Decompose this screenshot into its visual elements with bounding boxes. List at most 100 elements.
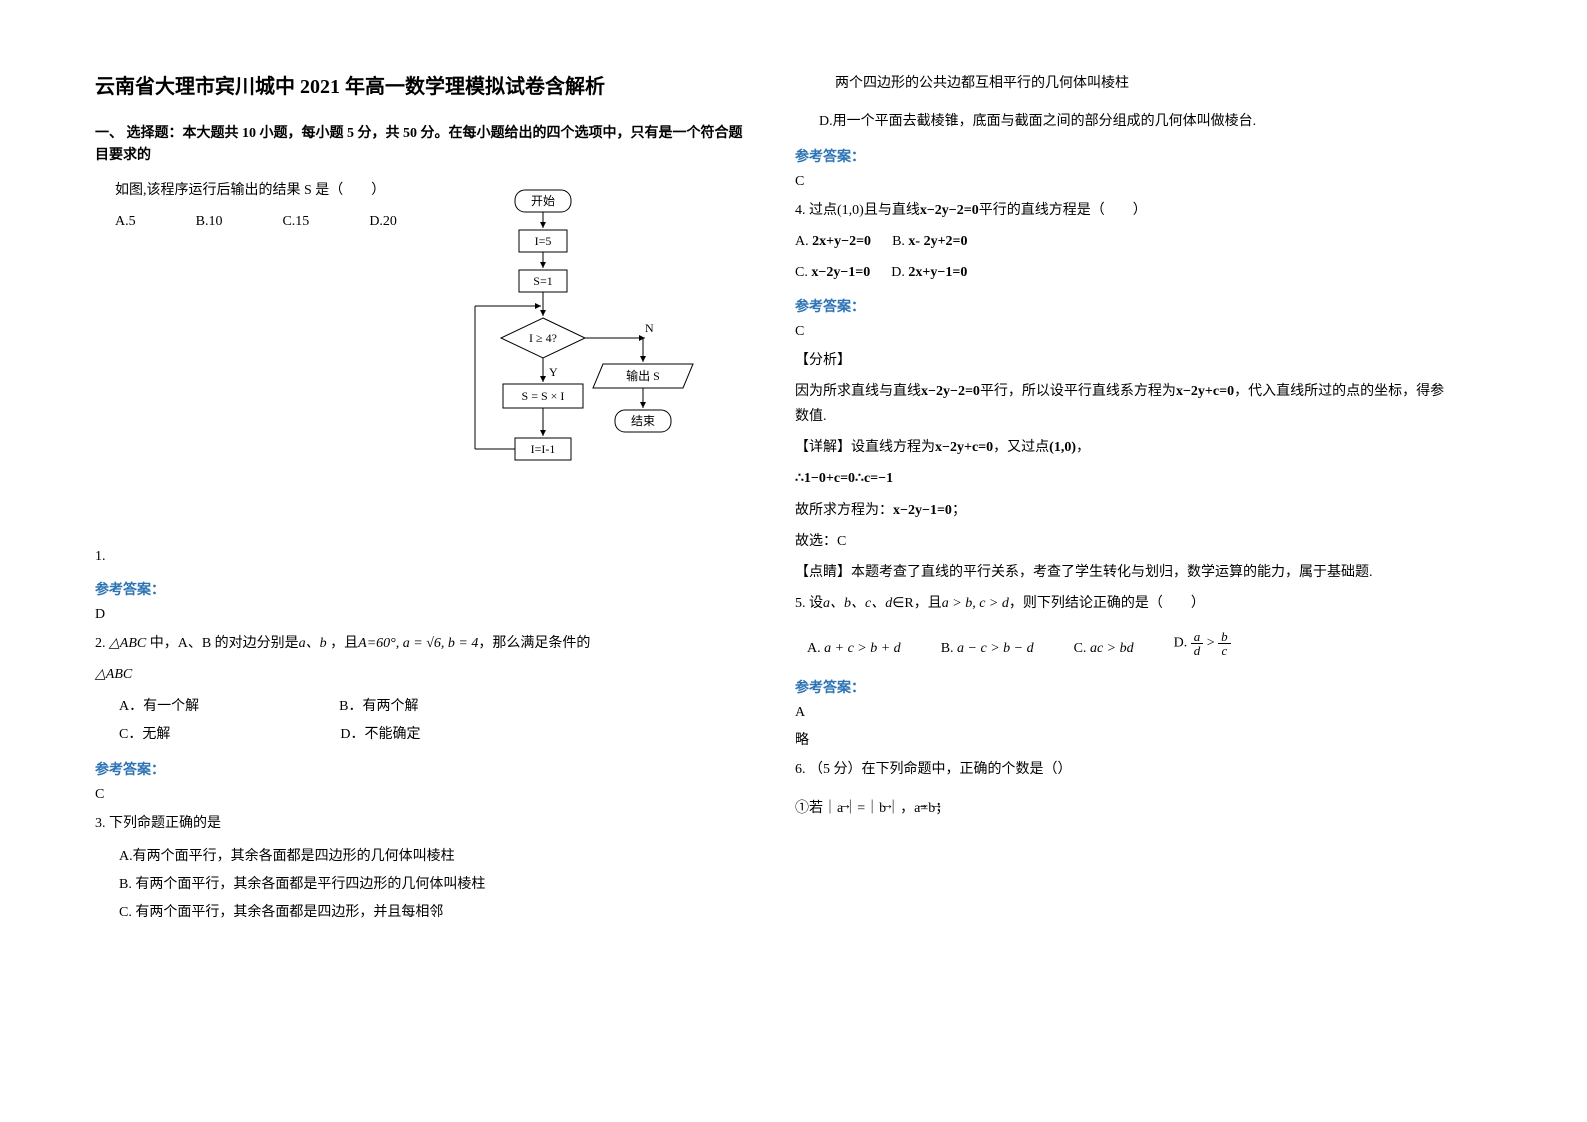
right-column: 两个四边形的公共边都互相平行的几何体叫棱柱 D.用一个平面去截棱锥，底面与截面之… xyxy=(795,70,1455,927)
q3-head: 3. 下列命题正确的是 xyxy=(95,811,755,836)
q3-d: D.用一个平面去截棱锥，底面与截面之间的部分组成的几何体叫做棱台. xyxy=(819,108,1455,136)
q4-d-eq: 2x+y−1=0 xyxy=(908,265,967,280)
q4-p4eq: x−2y−1=0 xyxy=(893,503,952,518)
q4-p4: 故所求方程为：x−2y−1=0； xyxy=(795,498,1455,523)
q4-b-eq: x- 2y+2=0 xyxy=(908,234,967,249)
flowchart: 开始 I=5 S=1 I ≥ 4? N xyxy=(445,186,725,536)
q5-answer: A xyxy=(795,705,1455,721)
flow-out: 输出 S xyxy=(626,368,660,383)
q4-p4b: ； xyxy=(952,503,966,518)
q1-answer-label: 参考答案： xyxy=(95,579,755,599)
q2-opts: A．有一个解 B．有两个解 C．无解 D．不能确定 xyxy=(119,693,755,749)
q2: 2. △ABC 中，A、B 的对边分别是a、b ，且A=60°, a = √6,… xyxy=(95,631,755,656)
q3-answer: C xyxy=(795,174,1455,190)
q5-hc: a > b, c > d xyxy=(942,596,1009,611)
q4-row2: C. x−2y−1=0 D. 2x+y−1=0 xyxy=(795,260,1455,285)
flow-i5: I=5 xyxy=(535,234,552,248)
q4-d-lbl: D. xyxy=(891,265,905,280)
q5-d-lbl: D. xyxy=(1174,636,1188,651)
q4-a-lbl: A. xyxy=(795,234,809,249)
q4-analysis-p1: 因为所求直线与直线x−2y−2=0平行，所以设平行直线系方程为x−2y+c=0，… xyxy=(795,379,1455,429)
q5-ha: 5. 设 xyxy=(795,596,823,611)
q3-a: A.有两个面平行，其余各面都是四边形的几何体叫棱柱 xyxy=(119,843,755,871)
q4-p2c: ， xyxy=(1076,440,1090,455)
q5-c: C. ac > bd xyxy=(1074,641,1134,657)
q4-p2a: 【详解】设直线方程为 xyxy=(795,440,935,455)
q5-answer-label: 参考答案： xyxy=(795,677,1455,697)
q2-opt-a: A．有一个解 xyxy=(119,693,199,721)
q2-answer-label: 参考答案： xyxy=(95,759,755,779)
q5-c-lbl: C. xyxy=(1074,641,1087,656)
q5-b-lbl: B. xyxy=(941,641,954,656)
q6-head: 6. （5 分）在下列命题中，正确的个数是（） xyxy=(795,757,1455,782)
q2-opt-c: C．无解 xyxy=(119,721,170,749)
q5-b-eq: a − c > b − d xyxy=(957,641,1034,656)
flow-start: 开始 xyxy=(531,194,555,208)
q1-opt-b: B.10 xyxy=(196,209,223,234)
flow-y: Y xyxy=(549,365,558,379)
q4-b-lbl: B. xyxy=(892,234,905,249)
q5-hv: a、b、c、d xyxy=(823,596,892,611)
left-column: 云南省大理市宾川城中 2021 年高一数学理模拟试卷含解析 一、 选择题：本大题… xyxy=(95,70,755,927)
q4-c-lbl: C. xyxy=(795,265,808,280)
q5-d: D. ad > bc xyxy=(1174,630,1231,657)
exam-title: 云南省大理市宾川城中 2021 年高一数学理模拟试卷含解析 xyxy=(95,70,755,99)
q4-p1eq1: x−2y−2=0 xyxy=(921,384,980,399)
q4-analysis-h: 【分析】 xyxy=(795,348,1455,373)
q4-head-b: 平行的直线方程是（ ） xyxy=(979,203,1147,218)
q4-a-eq: 2x+y−2=0 xyxy=(812,234,871,249)
flow-s1: S=1 xyxy=(533,274,552,288)
q4-answer: C xyxy=(795,324,1455,340)
q4-p2b: ，又过点 xyxy=(993,440,1049,455)
q3-b: B. 有两个面平行，其余各面都是平行四边形的几何体叫棱柱 xyxy=(119,871,755,899)
q4-p2eq1: x−2y+c=0 xyxy=(935,440,993,455)
q4-c-eq: x−2y−1=0 xyxy=(811,265,870,280)
q4-head-eq: x−2y−2=0 xyxy=(920,203,979,218)
q5-b: B. a − c > b − d xyxy=(941,641,1034,657)
q2-line2: △ABC xyxy=(95,662,755,687)
q3-c2: 两个四边形的公共边都互相平行的几何体叫棱柱 xyxy=(835,70,1455,98)
q1-answer: D xyxy=(95,607,755,623)
q4-p2eq2: (1,0) xyxy=(1049,440,1076,455)
flow-cond: I ≥ 4? xyxy=(529,331,557,345)
q6-item1: ①若｜→a｜=｜→b｜，→a=→b； xyxy=(795,796,1455,821)
flow-n: N xyxy=(645,321,654,335)
q4-row1: A. 2x+y−2=0 B. x- 2y+2=0 xyxy=(795,229,1455,254)
q4-answer-label: 参考答案： xyxy=(795,296,1455,316)
q5-a-eq: a + c > b + d xyxy=(824,641,901,656)
q2-e: ，且 xyxy=(327,636,359,651)
q4-p1a: 因为所求直线与直线 xyxy=(795,384,921,399)
q5-hb: ∈R，且 xyxy=(892,596,942,611)
q4-p4a: 故所求方程为： xyxy=(795,503,893,518)
q5-c-eq: ac > bd xyxy=(1090,641,1134,656)
q1-opt-a: A.5 xyxy=(115,209,136,234)
q2-b: △ABC xyxy=(109,636,146,651)
q1-text: 如图,该程序运行后输出的结果 S 是（ ） xyxy=(115,178,415,203)
q4-p1eq2: x−2y+c=0 xyxy=(1176,384,1234,399)
q4-head-a: 4. 过点(1,0)且与直线 xyxy=(795,203,920,218)
q4-head: 4. 过点(1,0)且与直线x−2y−2=0平行的直线方程是（ ） xyxy=(795,198,1455,223)
flow-body: S = S × I xyxy=(522,389,565,403)
q4-p6: 【点睛】本题考查了直线的平行关系，考查了学生转化与划归，数学运算的能力，属于基础… xyxy=(795,560,1455,585)
flow-end: 结束 xyxy=(631,414,655,428)
q5-hd: ，则下列结论正确的是（ ） xyxy=(1009,596,1205,611)
q1-opt-d: D.20 xyxy=(369,209,397,234)
q4-p5: 故选：C xyxy=(795,529,1455,554)
q3-c: C. 有两个面平行，其余各面都是四边形，并且每相邻 xyxy=(119,899,755,927)
q5-opts: A. a + c > b + d B. a − c > b − d C. ac … xyxy=(807,630,1455,657)
flow-step: I=I-1 xyxy=(531,442,556,456)
q2-g: ，那么满足条件的 xyxy=(478,636,590,651)
q2-opt-b: B．有两个解 xyxy=(339,693,418,721)
q5-note: 略 xyxy=(795,729,1455,749)
q1-num: 1. xyxy=(95,544,755,569)
q3-answer-label: 参考答案： xyxy=(795,146,1455,166)
q5-head: 5. 设a、b、c、d∈R，且a > b, c > d，则下列结论正确的是（ ） xyxy=(795,591,1455,616)
q2-d: a、b xyxy=(299,636,327,651)
q5-a-lbl: A. xyxy=(807,641,821,656)
q1-opt-c: C.15 xyxy=(282,209,309,234)
q5-a: A. a + c > b + d xyxy=(807,641,901,657)
q1: 如图,该程序运行后输出的结果 S 是（ ） A.5 B.10 C.15 D.20 xyxy=(95,178,755,569)
q4-p3: ∴1−0+c=0∴c=−1 xyxy=(795,466,1455,491)
q2-a: 2. xyxy=(95,636,109,651)
section-1-head: 一、 选择题：本大题共 10 小题，每小题 5 分，共 50 分。在每小题给出的… xyxy=(95,123,755,168)
